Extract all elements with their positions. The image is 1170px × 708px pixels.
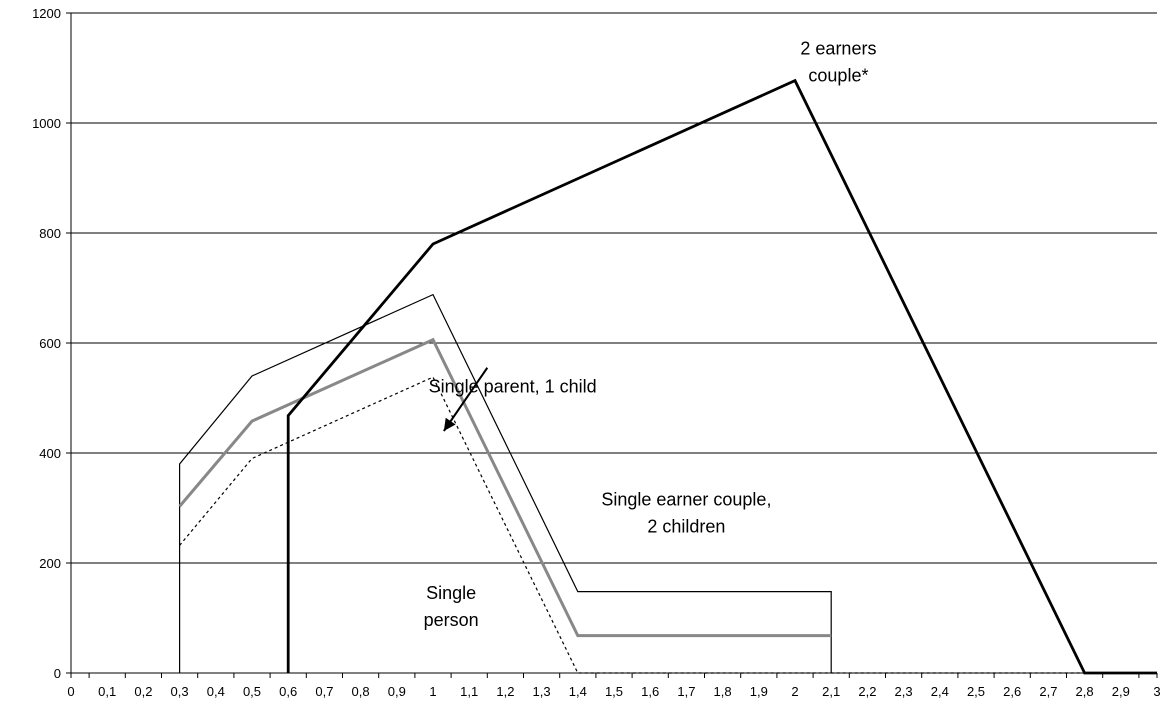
x-tick-label: 0,8 xyxy=(352,684,370,699)
annotation-line: Single xyxy=(426,583,476,603)
annotation-label-1: 2 earners couple* xyxy=(800,38,876,85)
x-tick-label: 1,8 xyxy=(714,684,732,699)
grid-lines xyxy=(71,12,1157,674)
x-tick-label: 2,4 xyxy=(931,684,949,699)
x-tick-label: 1,3 xyxy=(533,684,551,699)
y-tick-label: 600 xyxy=(39,336,61,351)
x-tick-label: 1,6 xyxy=(641,684,659,699)
y-tick-label: 1200 xyxy=(32,6,61,21)
y-tick-label: 400 xyxy=(39,446,61,461)
annotation-line: 2 children xyxy=(647,516,725,536)
x-tick-label: 1,1 xyxy=(460,684,478,699)
x-tick-label: 0 xyxy=(67,684,74,699)
y-tick-label: 0 xyxy=(54,666,61,681)
x-tick-label: 3 xyxy=(1153,684,1160,699)
tick-labels: 0 200 400 600 800 1000 1200 0 0,1 0,2 0,3 0,4 0,5 0,6… xyxy=(32,6,1161,699)
x-tick-label: 0,6 xyxy=(279,684,297,699)
x-tick-label: 1,5 xyxy=(605,684,623,699)
x-tick-label: 2,6 xyxy=(1003,684,1021,699)
x-tick-label: 1,2 xyxy=(496,684,514,699)
annotation-line: person xyxy=(424,610,479,630)
x-tick-label: 1 xyxy=(429,684,436,699)
x-tick-label: 0,3 xyxy=(171,684,189,699)
series-line-1 xyxy=(179,293,832,673)
series-line-2 xyxy=(178,337,832,638)
y-tick-label: 200 xyxy=(39,556,61,571)
x-tick-label: 1,9 xyxy=(750,684,768,699)
x-tick-label: 0,9 xyxy=(388,684,406,699)
x-tick-label: 2,8 xyxy=(1076,684,1094,699)
x-tick-label: 2,1 xyxy=(822,684,840,699)
x-tick-label: 2,7 xyxy=(1039,684,1057,699)
arrow-shaft xyxy=(443,367,489,432)
x-tick-label: 0,4 xyxy=(207,684,225,699)
x-tick-label: 2,2 xyxy=(858,684,876,699)
x-tick-label: 0,7 xyxy=(315,684,333,699)
x-tick-label: 1,4 xyxy=(569,684,587,699)
annotation-label-2: Single parent, 1 child xyxy=(429,377,597,397)
series-lines xyxy=(178,78,1157,675)
x-tick-label: 2,5 xyxy=(967,684,985,699)
annotation-line: couple* xyxy=(808,65,868,85)
annotation-label-3: Single earner couple, 2 children xyxy=(601,489,771,536)
x-tick-label: 1,7 xyxy=(677,684,695,699)
annotation-line: Single parent, 1 child xyxy=(429,377,597,397)
x-tick-label: 0,2 xyxy=(134,684,152,699)
annotation-line: 2 earners xyxy=(800,38,876,58)
axes xyxy=(66,12,1158,678)
annotation-label-4: Single person xyxy=(424,583,479,630)
series-line-4 xyxy=(286,78,1157,675)
y-tick-label: 800 xyxy=(39,226,61,241)
arrow-head xyxy=(443,417,456,431)
annotations: 2 earners couple* Single parent, 1 child Si… xyxy=(424,38,877,630)
series-line-3 xyxy=(179,376,1157,674)
x-tick-label: 0,1 xyxy=(98,684,116,699)
x-tick-label: 2,9 xyxy=(1112,684,1130,699)
x-tick-label: 0,5 xyxy=(243,684,261,699)
x-tick-label: 2 xyxy=(791,684,798,699)
annotation-line: Single earner couple, xyxy=(601,489,771,509)
x-tick-label: 2,3 xyxy=(895,684,913,699)
y-tick-label: 1000 xyxy=(32,116,61,131)
